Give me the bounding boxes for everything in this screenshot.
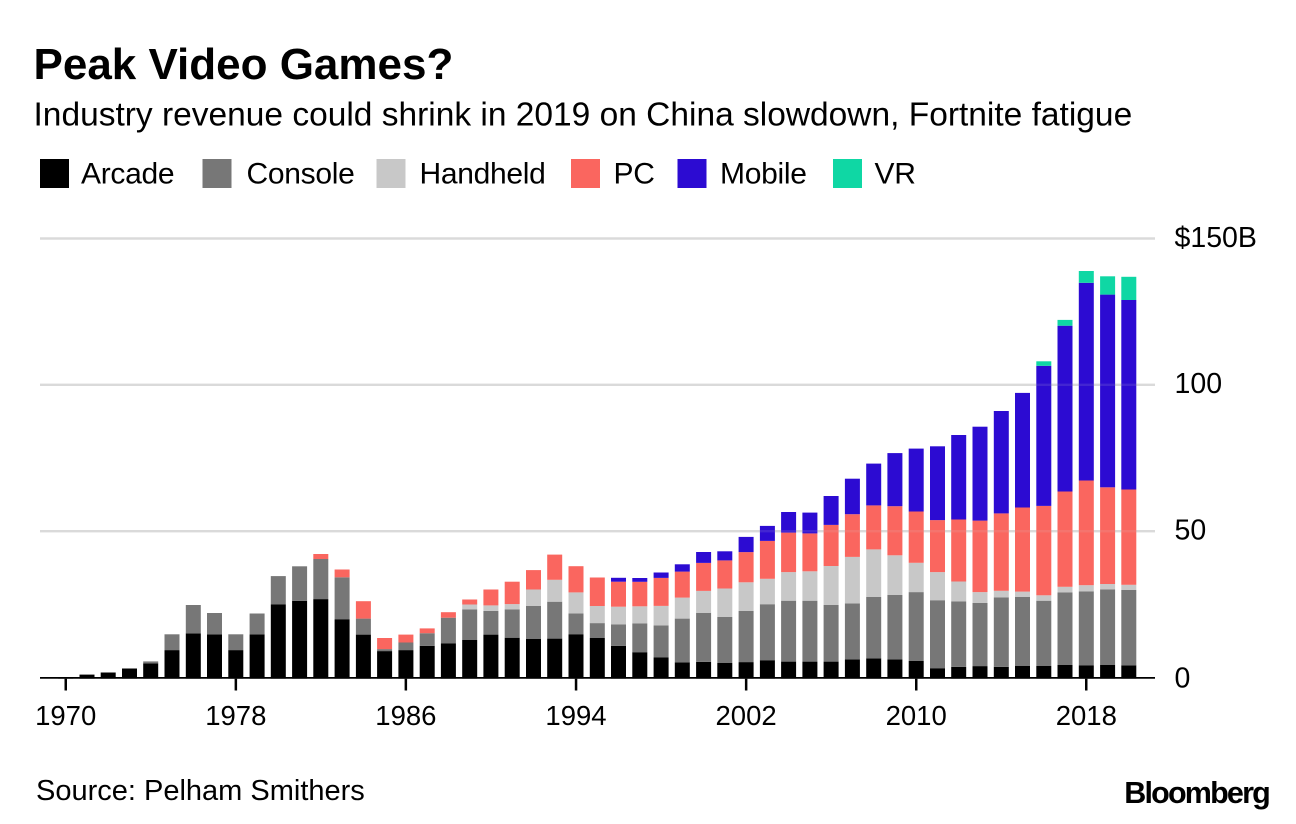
svg-text:1986: 1986 <box>375 700 436 731</box>
svg-text:VR: VR <box>875 158 916 191</box>
svg-text:Source: Pelham Smithers: Source: Pelham Smithers <box>36 775 365 807</box>
svg-text:Mobile: Mobile <box>720 158 807 191</box>
svg-text:Bloomberg: Bloomberg <box>1124 776 1269 810</box>
svg-text:Arcade: Arcade <box>81 158 174 191</box>
svg-text:Industry revenue could shrink: Industry revenue could shrink in 2019 on… <box>34 97 1133 134</box>
svg-text:1994: 1994 <box>545 700 606 731</box>
svg-text:Peak Video Games?: Peak Video Games? <box>34 40 454 89</box>
svg-text:50: 50 <box>1175 515 1207 547</box>
svg-text:$150B: $150B <box>1175 222 1257 254</box>
svg-text:2018: 2018 <box>1056 700 1117 731</box>
svg-text:1970: 1970 <box>35 700 96 731</box>
svg-text:1978: 1978 <box>205 700 266 731</box>
svg-text:Console: Console <box>247 158 355 191</box>
svg-text:2010: 2010 <box>886 700 947 731</box>
svg-text:PC: PC <box>614 158 655 191</box>
svg-text:100: 100 <box>1175 368 1223 400</box>
svg-text:Handheld: Handheld <box>420 158 546 191</box>
svg-text:2002: 2002 <box>716 700 777 731</box>
svg-text:0: 0 <box>1175 663 1191 695</box>
